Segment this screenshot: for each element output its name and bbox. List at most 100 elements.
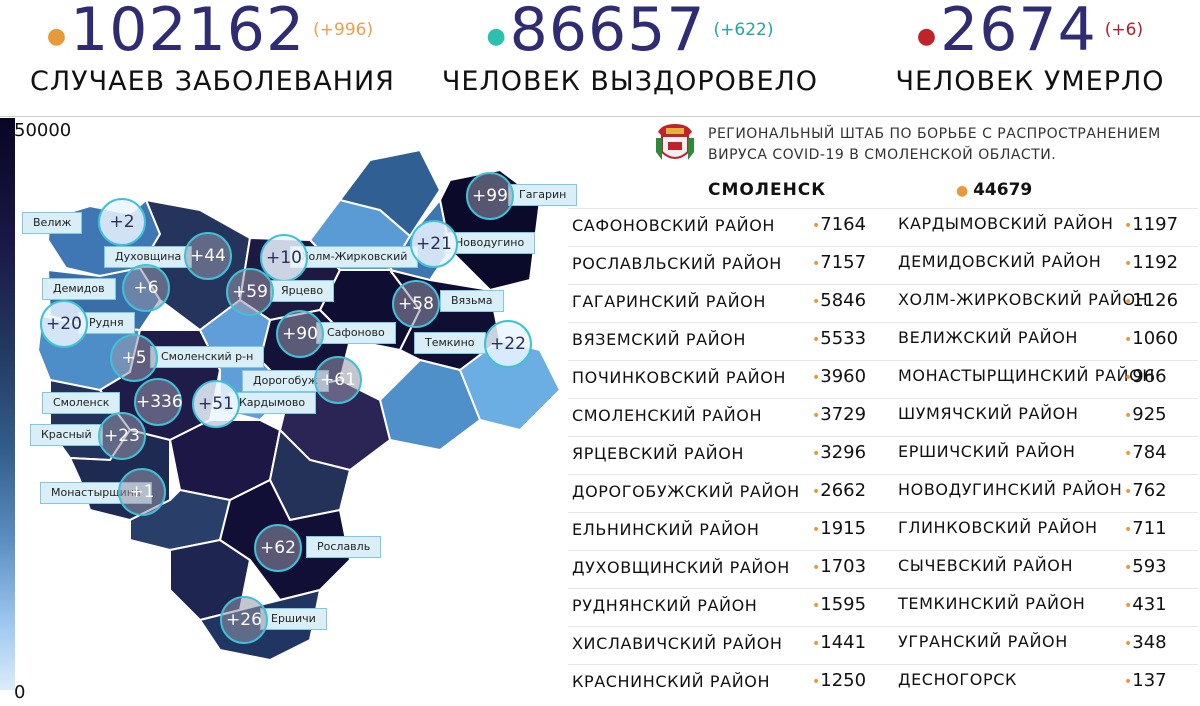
map-label-velizh: Велиж bbox=[22, 212, 83, 234]
row-name-left: ДУХОВЩИНСКИЙ РАЙОН bbox=[572, 558, 790, 577]
map-bubble-dorogobuzh: +61 bbox=[314, 356, 362, 404]
map-label-roslavl: Рославль bbox=[306, 536, 382, 558]
row-value-right: •966 bbox=[1124, 366, 1167, 387]
row-name-right: ДЕМИДОВСКИЙ РАЙОН bbox=[898, 252, 1102, 271]
row-value-right: •431 bbox=[1124, 594, 1167, 615]
map-bubble-temkino: +22 bbox=[484, 320, 532, 368]
row-name-left: ЕЛЬНИНСКИЙ РАЙОН bbox=[572, 520, 760, 539]
table-row: ХИСЛАВИЧСКИЙ РАЙОН •1441 УГРАНСКИЙ РАЙОН… bbox=[568, 626, 1198, 665]
color-scale-legend bbox=[0, 118, 15, 690]
row-value-left: •3296 bbox=[812, 442, 867, 463]
table-row: ПОЧИНКОВСКИЙ РАЙОН •3960 МОНАСТЫРЩИНСКИЙ… bbox=[568, 360, 1198, 399]
map-bubble-safonovo: +90 bbox=[276, 310, 324, 358]
row-value-left: •2662 bbox=[812, 480, 867, 501]
row-name-right: СЫЧЕВСКИЙ РАЙОН bbox=[898, 556, 1074, 575]
row-value-left: •7164 bbox=[812, 214, 867, 235]
map-bubble-monastyrshchina: +1 bbox=[118, 468, 166, 516]
row-value-right: •1126 bbox=[1124, 290, 1179, 311]
row-name-right: ЕРШИЧСКИЙ РАЙОН bbox=[898, 442, 1076, 461]
row-name-left: СМОЛЕНСКИЙ РАЙОН bbox=[572, 406, 763, 425]
legend-max-label: 50000 bbox=[14, 120, 72, 141]
row-value-right: •1192 bbox=[1124, 252, 1179, 273]
row-value-right: •711 bbox=[1124, 518, 1167, 539]
map-bubble-velizh: +2 bbox=[98, 198, 146, 246]
table-row: ЕЛЬНИНСКИЙ РАЙОН •1915 ГЛИНКОВСКИЙ РАЙОН… bbox=[568, 512, 1198, 551]
divider bbox=[0, 116, 1200, 117]
cases-label: СЛУЧАЕВ ЗАБОЛЕВАНИЯ bbox=[30, 66, 395, 97]
map-bubble-vyazma: +58 bbox=[392, 280, 440, 328]
row-name-left: КРАСНИНСКИЙ РАЙОН bbox=[572, 672, 771, 691]
row-name-left: ЯРЦЕВСКИЙ РАЙОН bbox=[572, 444, 745, 463]
row-value-left: •1703 bbox=[812, 556, 867, 577]
stat-cases: ● 102162 (+996) СЛУЧАЕВ ЗАБОЛЕВАНИЯ bbox=[30, 0, 395, 97]
city-row: СМОЛЕНСК ● 44679 bbox=[568, 176, 1198, 206]
map-label-dorogobuzh: Дорогобуж bbox=[242, 370, 329, 392]
table-row: ВЯЗЕМСКИЙ РАЙОН •5533 ВЕЛИЖСКИЙ РАЙОН •1… bbox=[568, 322, 1198, 361]
district-sychevka bbox=[338, 148, 442, 238]
recovered-dot: ● bbox=[486, 24, 506, 49]
map-label-yartsevo: Ярцево bbox=[270, 280, 335, 302]
cases-value: 102162 bbox=[70, 0, 306, 65]
deaths-dot: ● bbox=[916, 24, 937, 49]
map-label-safonovo: Сафоново bbox=[316, 322, 396, 344]
row-value-left: •3729 bbox=[812, 404, 867, 425]
row-value-left: •1915 bbox=[812, 518, 867, 539]
row-value-right: •762 bbox=[1124, 480, 1167, 501]
recovered-delta: (+622) bbox=[713, 20, 774, 40]
row-name-left: ВЯЗЕМСКИЙ РАЙОН bbox=[572, 330, 747, 349]
row-name-left: ГАГАРИНСКИЙ РАЙОН bbox=[572, 292, 766, 311]
row-value-right: •1060 bbox=[1124, 328, 1179, 349]
row-name-right: ДЕСНОГОРСК bbox=[898, 670, 1017, 689]
map-label-gagarin: Гагарин bbox=[508, 184, 578, 206]
row-name-left: РУДНЯНСКИЙ РАЙОН bbox=[572, 596, 758, 615]
stat-deaths: ● 2674 (+6) ЧЕЛОВЕК УМЕРЛО bbox=[880, 0, 1180, 97]
row-value-left: •1250 bbox=[812, 670, 867, 691]
recovered-label: ЧЕЛОВЕК ВЫЗДОРОВЕЛО bbox=[441, 66, 819, 97]
map-label-kardymovo: Кардымово bbox=[228, 392, 317, 414]
map-label-demidov: Демидов bbox=[42, 278, 116, 300]
map-label-kholm: Холм-Жирковский bbox=[290, 246, 419, 268]
row-name-right: ГЛИНКОВСКИЙ РАЙОН bbox=[898, 518, 1098, 537]
row-value-left: •5846 bbox=[812, 290, 867, 311]
recovered-value: 86657 bbox=[509, 0, 706, 65]
deaths-delta: (+6) bbox=[1104, 20, 1144, 40]
row-value-left: •5533 bbox=[812, 328, 867, 349]
coat-of-arms-icon bbox=[656, 124, 694, 160]
row-name-left: ХИСЛАВИЧСКИЙ РАЙОН bbox=[572, 634, 783, 653]
map-bubble-demidov: +6 bbox=[122, 264, 170, 312]
headquarters-line-1: РЕГИОНАЛЬНЫЙ ШТАБ ПО БОРЬБЕ С РАСПРОСТРА… bbox=[708, 126, 1161, 142]
row-value-right: •348 bbox=[1124, 632, 1167, 653]
row-value-right: •784 bbox=[1124, 442, 1167, 463]
row-name-left: РОСЛАВЛЬСКИЙ РАЙОН bbox=[572, 254, 782, 273]
row-name-right: ШУМЯЧСКИЙ РАЙОН bbox=[898, 404, 1079, 423]
map-label-smolensk-district: Смоленский р-н bbox=[150, 346, 265, 368]
city-name: СМОЛЕНСК bbox=[708, 180, 827, 200]
map-bubble-smolensk-district: +5 bbox=[110, 334, 158, 382]
map-label-rudnya: Рудня bbox=[78, 312, 135, 334]
map-bubble-dukhovshchina: +44 bbox=[184, 232, 232, 280]
table-row: СМОЛЕНСКИЙ РАЙОН •3729 ШУМЯЧСКИЙ РАЙОН •… bbox=[568, 398, 1198, 437]
table-row: РУДНЯНСКИЙ РАЙОН •1595 ТЕМКИНСКИЙ РАЙОН … bbox=[568, 588, 1198, 627]
map-bubble-yartsevo: +59 bbox=[226, 268, 274, 316]
row-name-right: ТЕМКИНСКИЙ РАЙОН bbox=[898, 594, 1086, 613]
map-bubble-smolensk: +336 bbox=[134, 378, 183, 426]
row-value-right: •925 bbox=[1124, 404, 1167, 425]
row-value-left: •3960 bbox=[812, 366, 867, 387]
cases-dot: ● bbox=[46, 24, 67, 49]
row-name-right: УГРАНСКИЙ РАЙОН bbox=[898, 632, 1068, 651]
row-name-right: КАРДЫМОВСКИЙ РАЙОН bbox=[898, 214, 1114, 233]
row-name-left: САФОНОВСКИЙ РАЙОН bbox=[572, 216, 776, 235]
row-name-left: ДОРОГОБУЖСКИЙ РАЙОН bbox=[572, 482, 800, 501]
map-bubble-roslavl: +62 bbox=[254, 524, 302, 572]
map-bubble-rudnya: +20 bbox=[40, 300, 88, 348]
table-row: САФОНОВСКИЙ РАЙОН •7164 КАРДЫМОВСКИЙ РАЙ… bbox=[568, 208, 1198, 247]
table-row: ДОРОГОБУЖСКИЙ РАЙОН •2662 НОВОДУГИНСКИЙ … bbox=[568, 474, 1198, 513]
table-row: РОСЛАВЛЬСКИЙ РАЙОН •7157 ДЕМИДОВСКИЙ РАЙ… bbox=[568, 246, 1198, 285]
table-row: ГАГАРИНСКИЙ РАЙОН •5846 ХОЛМ-ЖИРКОВСКИЙ … bbox=[568, 284, 1198, 323]
map-bubble-ershichi: +26 bbox=[220, 596, 268, 644]
row-name-right: НОВОДУГИНСКИЙ РАЙОН bbox=[898, 480, 1123, 499]
row-name-right: ВЕЛИЖСКИЙ РАЙОН bbox=[898, 328, 1079, 347]
row-value-left: •7157 bbox=[812, 252, 867, 273]
row-name-left: ПОЧИНКОВСКИЙ РАЙОН bbox=[572, 368, 787, 387]
row-value-right: •1197 bbox=[1124, 214, 1179, 235]
